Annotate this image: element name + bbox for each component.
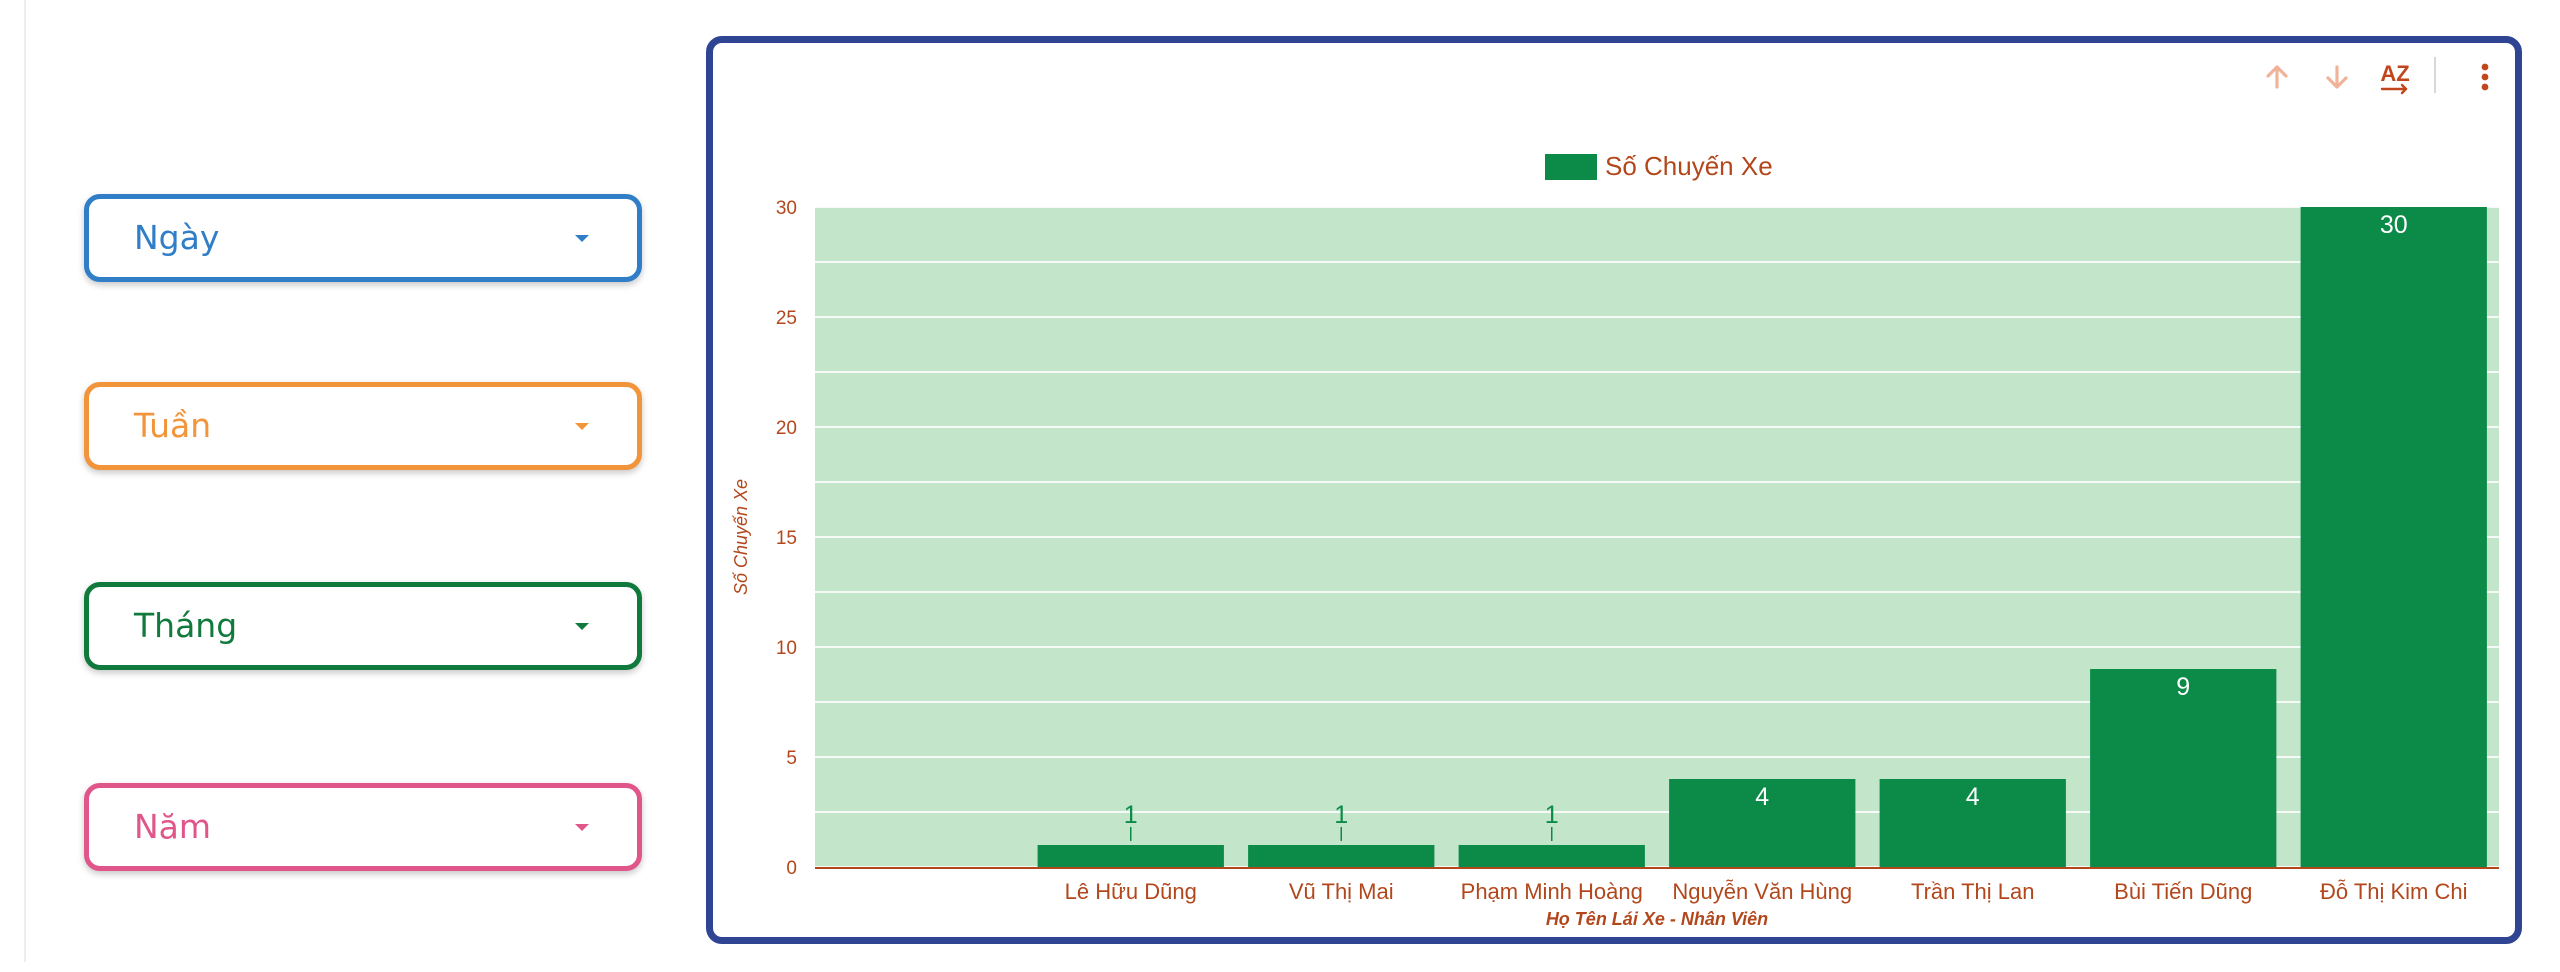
gridlines	[815, 206, 2499, 868]
sort-az-label: AZ	[2380, 61, 2409, 86]
x-tick-label: Nguyễn Văn Hùng	[1672, 879, 1852, 904]
data-label: 1	[1124, 801, 1138, 829]
left-divider	[24, 0, 26, 962]
bar	[2090, 669, 2277, 867]
more-options-button[interactable]	[2471, 57, 2499, 97]
chart-card: AZ 0 5 10 15 20 25 30 Lê Hữu Dũng Vũ Thị Mai Phạ…	[706, 36, 2522, 944]
data-labels: 1 1 1 4 4 9 30	[1124, 211, 2408, 841]
sort-descending-button[interactable]	[2319, 57, 2355, 97]
bar	[1248, 845, 1435, 867]
plot-background	[815, 207, 2499, 867]
legend-swatch	[1545, 154, 1597, 180]
month-filter-label: Tháng	[134, 606, 238, 645]
x-tick-labels: Lê Hữu Dũng Vũ Thị Mai Phạm Minh Hoàng Nguy…	[1065, 879, 2468, 904]
y-tick-labels: 0 5 10 15 20 25 30	[776, 198, 797, 879]
x-tick-label: Vũ Thị Mai	[1289, 879, 1394, 904]
y-axis-title: Số Chuyến Xe	[731, 479, 751, 595]
y-tick-label: 30	[776, 198, 797, 219]
month-filter-dropdown[interactable]: Tháng	[84, 582, 642, 670]
bar	[1879, 779, 2066, 867]
arrow-up-icon	[2266, 65, 2288, 89]
day-filter-dropdown[interactable]: Ngày	[84, 194, 642, 282]
bar	[1669, 779, 1856, 867]
chevron-down-icon	[575, 235, 589, 242]
x-tick-label: Trần Thị Lan	[1911, 879, 2035, 904]
x-tick-label: Bùi Tiến Dũng	[2114, 879, 2252, 904]
data-label: 30	[2380, 211, 2408, 239]
bar-chart: 0 5 10 15 20 25 30 Lê Hữu Dũng Vũ Thị Mai Phạm M…	[731, 151, 2499, 929]
bar	[2300, 207, 2487, 867]
y-tick-label: 5	[786, 748, 797, 769]
y-tick-label: 25	[776, 308, 797, 329]
bars	[1037, 207, 2487, 867]
sort-az-button[interactable]: AZ	[2373, 57, 2417, 97]
data-label: 9	[2176, 673, 2190, 701]
data-label: 4	[1755, 783, 1769, 811]
x-tick-label: Đỗ Thị Kim Chi	[2320, 879, 2468, 904]
chevron-down-icon	[575, 623, 589, 630]
x-axis-title: Họ Tên Lái Xe - Nhân Viên	[1546, 909, 1768, 929]
bar	[1037, 845, 1224, 867]
arrow-down-icon	[2326, 65, 2348, 89]
sort-ascending-button[interactable]	[2259, 57, 2295, 97]
year-filter-label: Năm	[134, 807, 212, 846]
sort-az-icon: AZ	[2380, 61, 2410, 95]
chevron-down-icon	[575, 824, 589, 831]
data-label: 1	[1545, 801, 1559, 829]
bar	[1458, 845, 1645, 867]
year-filter-dropdown[interactable]: Năm	[84, 783, 642, 871]
toolbar-divider	[2434, 57, 2436, 93]
y-tick-label: 15	[776, 528, 797, 549]
y-tick-label: 0	[786, 858, 797, 879]
y-tick-label: 10	[776, 638, 797, 659]
legend-label: Số Chuyến Xe	[1605, 151, 1773, 181]
chevron-down-icon	[575, 423, 589, 430]
data-label: 1	[1334, 801, 1348, 829]
x-tick-label: Phạm Minh Hoàng	[1461, 879, 1643, 904]
week-filter-label: Tuần	[134, 406, 212, 445]
data-label: 4	[1966, 783, 1980, 811]
week-filter-dropdown[interactable]: Tuần	[84, 382, 642, 470]
y-tick-label: 20	[776, 418, 797, 439]
x-tick-label: Lê Hữu Dũng	[1065, 879, 1197, 904]
day-filter-label: Ngày	[134, 218, 220, 257]
more-vert-icon	[2481, 63, 2489, 91]
